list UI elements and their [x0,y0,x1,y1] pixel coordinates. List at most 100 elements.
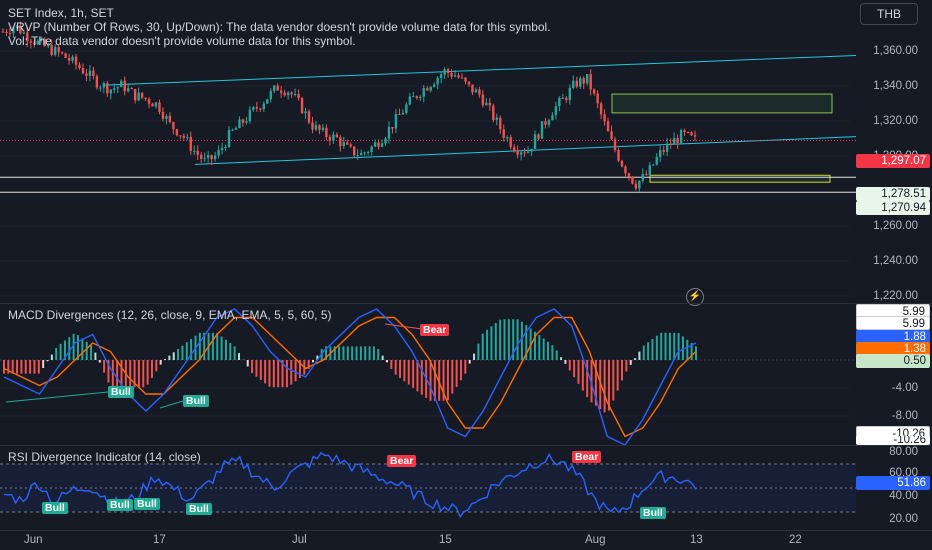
level-tag[interactable]: 1,278.51 [856,187,930,201]
histogram-bar [220,336,223,360]
candle-body [92,70,95,77]
candle-body [102,83,106,88]
candle-body [551,115,554,121]
histogram-bar [655,335,658,360]
candle-body [116,87,119,89]
macd-chart[interactable] [0,304,932,445]
histogram-bar [668,332,671,360]
macd-title[interactable]: MACD Divergences [8,308,114,322]
macd-pane[interactable]: MACD Divergences (12, 26, close, 9, EMA,… [0,304,932,445]
histogram-bar [459,360,462,381]
candle-body [126,88,130,92]
histogram-bar [116,360,119,388]
pane-separator[interactable] [0,445,932,446]
candle-body [558,98,561,107]
candle-body [71,56,74,61]
candle-body [506,137,509,139]
candle-body [537,134,540,139]
candle-body [370,146,373,152]
histogram-bar [155,360,158,372]
candle-body [252,107,255,110]
histogram-bar [660,332,663,360]
candle-body [554,106,558,116]
candle-body [227,129,231,147]
last-price-tag[interactable]: 1,297.07 [856,154,930,168]
histogram-bar [516,319,519,360]
histogram-bar [503,319,506,360]
candle-body [332,134,335,141]
histogram-bar [238,353,241,360]
histogram-bar [486,329,489,360]
histogram-bar [547,341,550,360]
rsi-title[interactable]: RSI Divergence Indicator [8,450,142,464]
level-tag[interactable]: 1,270.94 [856,201,930,215]
price-chart[interactable] [0,0,932,303]
candle-body [81,68,85,74]
candle-body [99,87,102,89]
candle-body [387,127,391,139]
candle-body [610,131,613,140]
candle-body [492,105,495,120]
histogram-bar [664,332,667,360]
histogram-bar [407,360,410,385]
candle-body [325,127,328,138]
histogram-bar [533,331,536,360]
price-tick: 1,240.00 [873,255,918,267]
supply-zone [611,93,833,114]
candle-body [182,135,186,138]
candle-body [412,96,415,98]
candle-body [426,88,429,91]
candle-body [53,47,57,55]
histogram-bar [477,343,480,360]
time-tick: Jun [24,534,43,546]
rsi-value-tag: 51.86 [856,476,930,490]
histogram-bar [146,360,149,385]
vrvp-legend[interactable]: VRVP (Number Of Rows, 30, Up/Down): The … [8,20,551,34]
histogram-bar [607,360,610,411]
candle-body [579,78,582,87]
candle-body [85,73,88,76]
histogram-bar [177,348,180,360]
trend-line-upper [104,54,857,86]
candle-body [672,138,676,145]
candle-body [432,84,436,87]
histogram-bar [412,360,415,388]
candle-body [137,92,140,101]
candle-body [29,41,33,43]
candle-body [78,64,81,69]
candle-body [540,121,544,139]
symbol-title[interactable]: SET Index, 1h, SET [8,6,114,20]
histogram-bar [103,360,106,373]
candle-body [391,127,394,129]
signal-line [3,316,697,438]
histogram-bar [603,360,606,413]
histogram-bar [251,360,254,374]
pane-separator[interactable] [0,303,932,304]
candle-body [179,135,182,137]
histogram-bar [581,360,584,391]
candle-body [645,173,648,176]
histogram-bar [586,360,589,398]
vol-legend[interactable]: Vol: The data vendor doesn't provide vol… [8,34,356,48]
price-pane[interactable]: SET Index, 1h, SET VRVP (Number Of Rows,… [0,0,932,306]
histogram-bar [46,360,49,362]
candle-body [1,31,5,33]
candle-body [50,45,53,55]
histogram-bar [642,345,645,360]
candle-body [453,75,457,77]
bull-signal: Bull [107,499,133,511]
bull-signal: Bull [134,498,160,510]
histogram-bar [403,360,406,382]
histogram-bar [355,346,358,360]
histogram-bar [203,332,206,360]
lightning-icon[interactable]: ⚡ [686,288,704,306]
histogram-bar [433,360,436,401]
histogram-bar [168,355,171,360]
currency-button[interactable]: THB [860,3,918,25]
candle-body [606,121,610,132]
candle-body [516,151,519,155]
candle-body [22,32,26,34]
rsi-pane[interactable]: RSI Divergence Indicator (14, close) 80.… [0,446,932,530]
candle-body [495,117,498,120]
histogram-bar [224,339,227,360]
